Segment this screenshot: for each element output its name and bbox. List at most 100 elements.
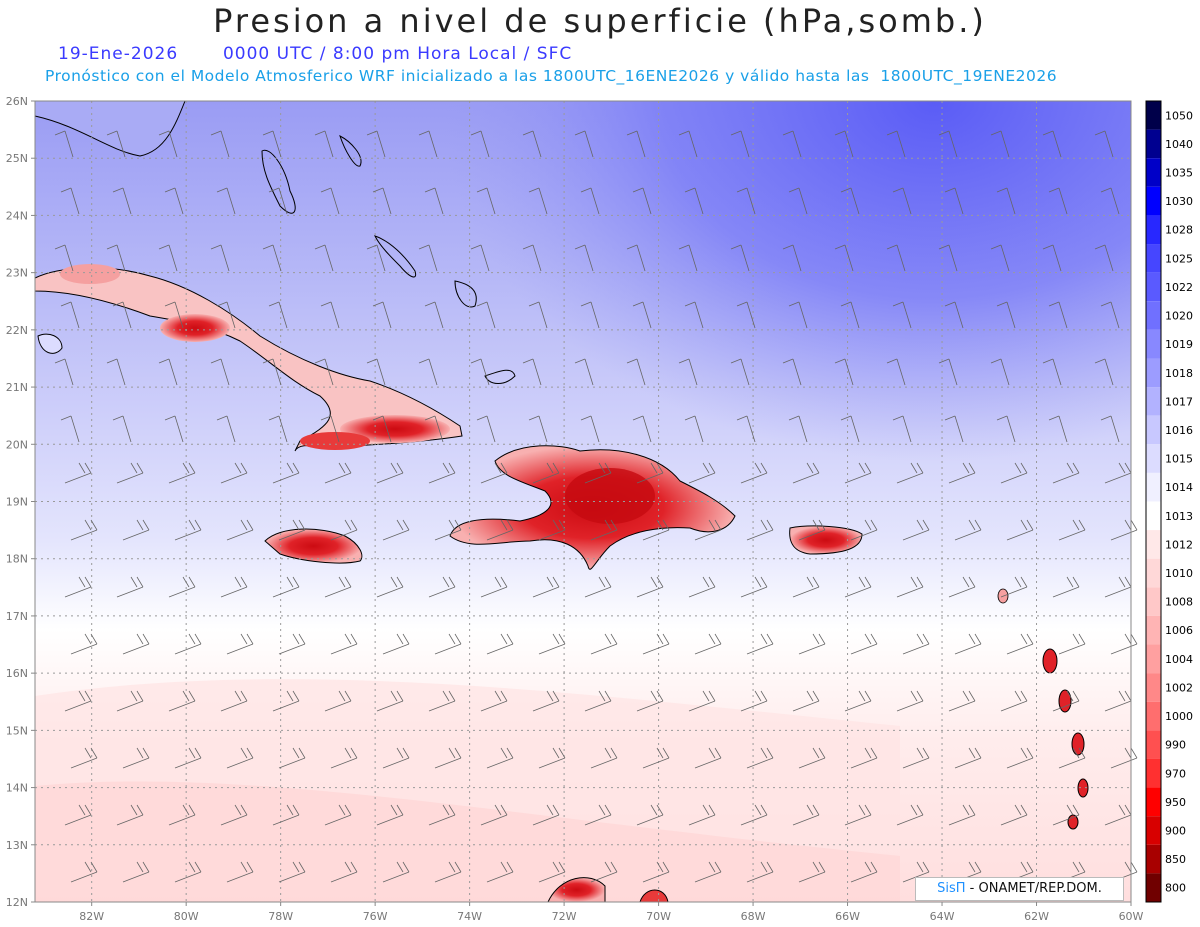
wind-barb: [324, 804, 352, 826]
wind-barb: [428, 576, 456, 598]
wind-barb: [1100, 301, 1120, 329]
lon-label: 70W: [646, 910, 671, 923]
wind-barb: [678, 244, 698, 272]
wind-barb: [122, 747, 150, 769]
lat-label: 17N: [6, 610, 28, 623]
wind-barb: [892, 415, 912, 443]
wind-barbs: [54, 130, 1138, 883]
wind-barb: [476, 415, 496, 443]
valid-time-line: 19-Ene-2026 0000 UTC / 8:00 pm Hora Loca…: [58, 44, 572, 64]
wind-barb: [320, 301, 340, 329]
wind-barb: [730, 130, 750, 158]
wind-barb: [262, 358, 282, 386]
wind-barb: [376, 804, 404, 826]
wind-barb: [528, 301, 548, 329]
wind-barb: [538, 747, 566, 769]
wind-barb: [382, 519, 410, 541]
wind-barb: [428, 462, 456, 484]
wind-barb: [736, 187, 756, 215]
wind-barb: [532, 576, 560, 598]
wind-barb: [476, 301, 496, 329]
wind-barb: [174, 633, 202, 655]
wind-barb: [226, 633, 254, 655]
legend-swatch: [1146, 758, 1161, 788]
wind-barb: [122, 519, 150, 541]
wind-barb: [216, 415, 236, 443]
wind-barb: [324, 462, 352, 484]
lat-label: 21N: [6, 381, 28, 394]
wind-barb: [174, 747, 202, 769]
wind-barb: [272, 462, 300, 484]
wind-barb: [522, 244, 542, 272]
wind-barb: [684, 301, 704, 329]
wind-barb: [320, 187, 340, 215]
wind-barb: [688, 576, 716, 598]
wind-barb: [948, 690, 976, 712]
wind-barb: [990, 130, 1010, 158]
forecast-time-info: 0000 UTC / 8:00 pm Hora Local / SFC: [222, 44, 573, 64]
wind-barb: [168, 576, 196, 598]
wind-barb: [694, 519, 722, 541]
wind-barb: [64, 462, 92, 484]
wind-barb: [470, 244, 490, 272]
wind-barb: [538, 633, 566, 655]
wind-barb: [1104, 804, 1132, 826]
lat-label: 22N: [6, 324, 28, 337]
legend-swatch: [1146, 129, 1161, 159]
lon-label: 66W: [835, 910, 860, 923]
wind-barb: [678, 130, 698, 158]
legend-label: 850: [1165, 853, 1186, 866]
legend-label: 990: [1165, 739, 1186, 752]
wind-barb: [1100, 187, 1120, 215]
lon-label: 78W: [268, 910, 293, 923]
wind-barb: [434, 519, 462, 541]
wind-barb: [470, 358, 490, 386]
wind-barb: [1000, 690, 1028, 712]
legend-label: 1017: [1165, 395, 1193, 408]
longitude-labels: 82W 80W 78W 76W 74W 72W 70W 68W 66W 64W 62W 60W: [79, 902, 1144, 923]
wind-barb: [736, 415, 756, 443]
pressure-map: 26N 25N 24N 23N 22N 21N 20N 19N 18N 17N 16N 15N 14N 1…: [6, 96, 1193, 923]
wind-barb: [54, 244, 74, 272]
wind-barb: [480, 462, 508, 484]
wind-barb: [168, 690, 196, 712]
wind-barb: [746, 633, 774, 655]
wind-barb: [626, 244, 646, 272]
wind-barb: [220, 462, 248, 484]
wind-barb: [694, 747, 722, 769]
wind-barb: [580, 187, 600, 215]
legend-label: 1012: [1165, 538, 1193, 551]
legend-swatch: [1146, 329, 1161, 359]
wind-barb: [626, 130, 646, 158]
legend-swatch: [1146, 673, 1161, 702]
wind-barb: [112, 187, 132, 215]
wind-barb: [122, 633, 150, 655]
wind-barb: [220, 690, 248, 712]
wind-barb: [70, 747, 98, 769]
lon-label: 80W: [174, 910, 199, 923]
wind-barb: [584, 690, 612, 712]
wind-barb: [678, 358, 698, 386]
wind-barb: [372, 301, 392, 329]
wind-barb: [746, 861, 774, 883]
wind-barb: [174, 519, 202, 541]
wind-barb: [418, 130, 438, 158]
wind-barb: [164, 187, 184, 215]
wind-barb: [896, 690, 924, 712]
legend-swatch: [1146, 787, 1161, 817]
legend-label: 950: [1165, 796, 1186, 809]
legend-label: 1006: [1165, 624, 1193, 637]
wind-barb: [226, 519, 254, 541]
wind-barb: [948, 462, 976, 484]
wind-barb: [590, 747, 618, 769]
wind-barb: [850, 633, 878, 655]
wind-barb: [424, 415, 444, 443]
wind-barb: [70, 861, 98, 883]
wind-barb: [64, 690, 92, 712]
lat-label: 12N: [6, 896, 28, 909]
legend-label: 1000: [1165, 710, 1193, 723]
wind-barb: [632, 187, 652, 215]
wind-barb: [262, 244, 282, 272]
wind-barb: [938, 130, 958, 158]
wind-barb: [1000, 462, 1028, 484]
